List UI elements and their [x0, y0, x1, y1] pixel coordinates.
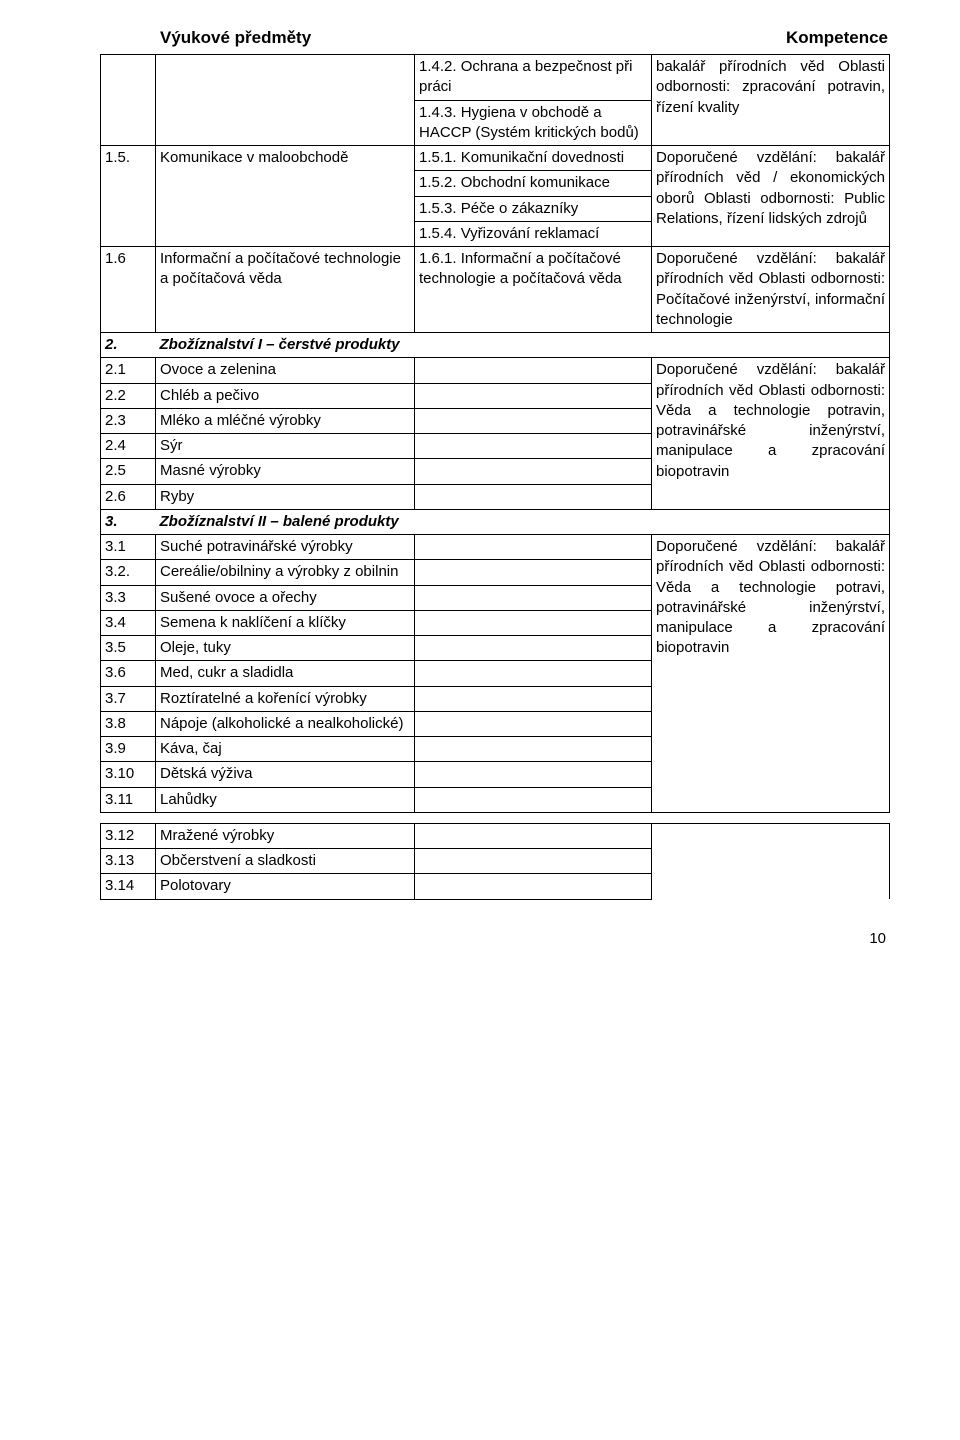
- cell-comp15: Doporučené vzdělání: bakalář přírodních …: [652, 146, 890, 247]
- cell-s3title: Zbožíznalství II – balené produkty: [156, 509, 890, 534]
- cell-151: 1.5.1. Komunikační dovednosti: [415, 146, 652, 171]
- table-row: 1.6 Informační a počítačové technologie …: [101, 247, 890, 333]
- cell-comp2: Doporučené vzdělání: bakalář přírodních …: [652, 358, 890, 510]
- spacer-row: [101, 812, 890, 823]
- table-header: Výukové předměty Kompetence: [100, 28, 890, 48]
- table-row: 2.1 Ovoce a zelenina Doporučené vzdělání…: [101, 358, 890, 383]
- cell-15num: 1.5.: [101, 146, 156, 171]
- cell-161: 1.6.1. Informační a počítačové technolog…: [415, 247, 652, 333]
- cell-comp3: Doporučené vzdělání: bakalář přírodních …: [652, 535, 890, 813]
- table-row: 3.1 Suché potravinářské výrobky Doporuče…: [101, 535, 890, 560]
- cell-s2num: 2.: [101, 333, 156, 358]
- header-right: Kompetence: [786, 28, 888, 48]
- table-row: 1.4.2. Ochrana a bezpečnost při práci ba…: [101, 55, 890, 101]
- header-left: Výukové předměty: [160, 28, 311, 48]
- cell-15name: Komunikace v maloobchodě: [156, 146, 415, 171]
- page-number: 10: [100, 930, 890, 947]
- cell-142: 1.4.2. Ochrana a bezpečnost při práci: [415, 55, 652, 101]
- cell-comp14: bakalář přírodních věd Oblasti odbornost…: [652, 55, 890, 146]
- cell-s3num: 3.: [101, 509, 156, 534]
- table-row: 1.5. Komunikace v maloobchodě 1.5.1. Kom…: [101, 146, 890, 171]
- cell-153: 1.5.3. Péče o zákazníky: [415, 196, 652, 221]
- section-row: 2. Zbožíznalství I – čerstvé produkty: [101, 333, 890, 358]
- cell-16name: Informační a počítačové technologie a po…: [156, 247, 415, 333]
- cell-154: 1.5.4. Vyřizování reklamací: [415, 221, 652, 246]
- curriculum-table: 1.4.2. Ochrana a bezpečnost při práci ba…: [100, 54, 890, 900]
- table-row: 3.12 Mražené výrobky: [101, 823, 890, 848]
- cell-152: 1.5.2. Obchodní komunikace: [415, 171, 652, 196]
- cell-comp16: Doporučené vzdělání: bakalář přírodních …: [652, 247, 890, 333]
- cell-143: 1.4.3. Hygiena v obchodě a HACCP (Systém…: [415, 100, 652, 146]
- cell-16num: 1.6: [101, 247, 156, 333]
- section-row: 3. Zbožíznalství II – balené produkty: [101, 509, 890, 534]
- cell-s2title: Zbožíznalství I – čerstvé produkty: [156, 333, 890, 358]
